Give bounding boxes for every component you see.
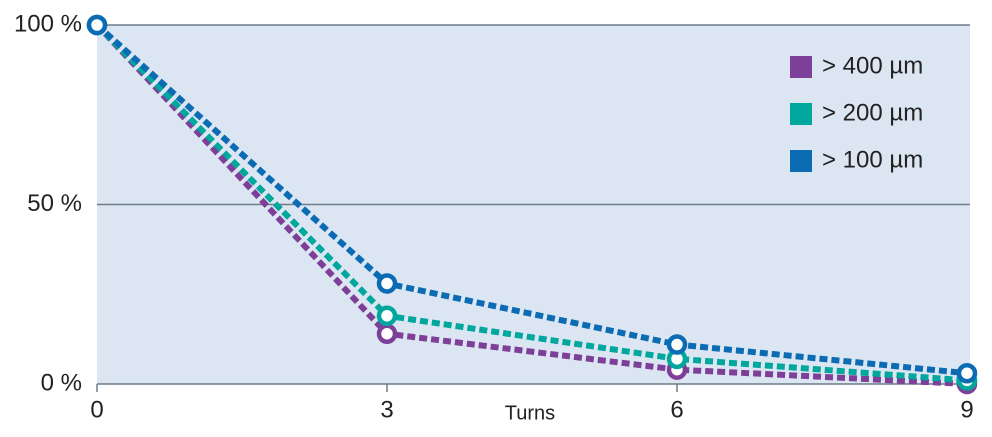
x-tick-label: 6 bbox=[670, 396, 683, 423]
x-tick-label: 0 bbox=[90, 396, 103, 423]
y-tick-label: 50 % bbox=[27, 190, 82, 217]
x-axis-label: Turns bbox=[505, 402, 555, 424]
legend-swatch bbox=[790, 150, 812, 172]
legend-label: > 100 µm bbox=[822, 146, 923, 173]
series-line bbox=[94, 22, 968, 384]
marker bbox=[376, 305, 398, 327]
legend-label: > 400 µm bbox=[822, 52, 923, 79]
marker bbox=[666, 334, 688, 355]
legend-swatch bbox=[790, 103, 812, 125]
series-line bbox=[94, 22, 968, 387]
marker bbox=[86, 14, 108, 36]
legend-swatch bbox=[790, 56, 812, 78]
legend-label: > 200 µm bbox=[822, 99, 923, 126]
marker bbox=[956, 362, 978, 384]
y-tick-label: 0 % bbox=[41, 369, 82, 396]
x-tick-label: 3 bbox=[380, 396, 393, 423]
y-tick-label: 100 % bbox=[14, 10, 82, 37]
marker bbox=[376, 273, 398, 294]
series-line bbox=[95, 22, 968, 377]
x-tick-label: 9 bbox=[960, 396, 973, 423]
marker bbox=[376, 323, 398, 344]
